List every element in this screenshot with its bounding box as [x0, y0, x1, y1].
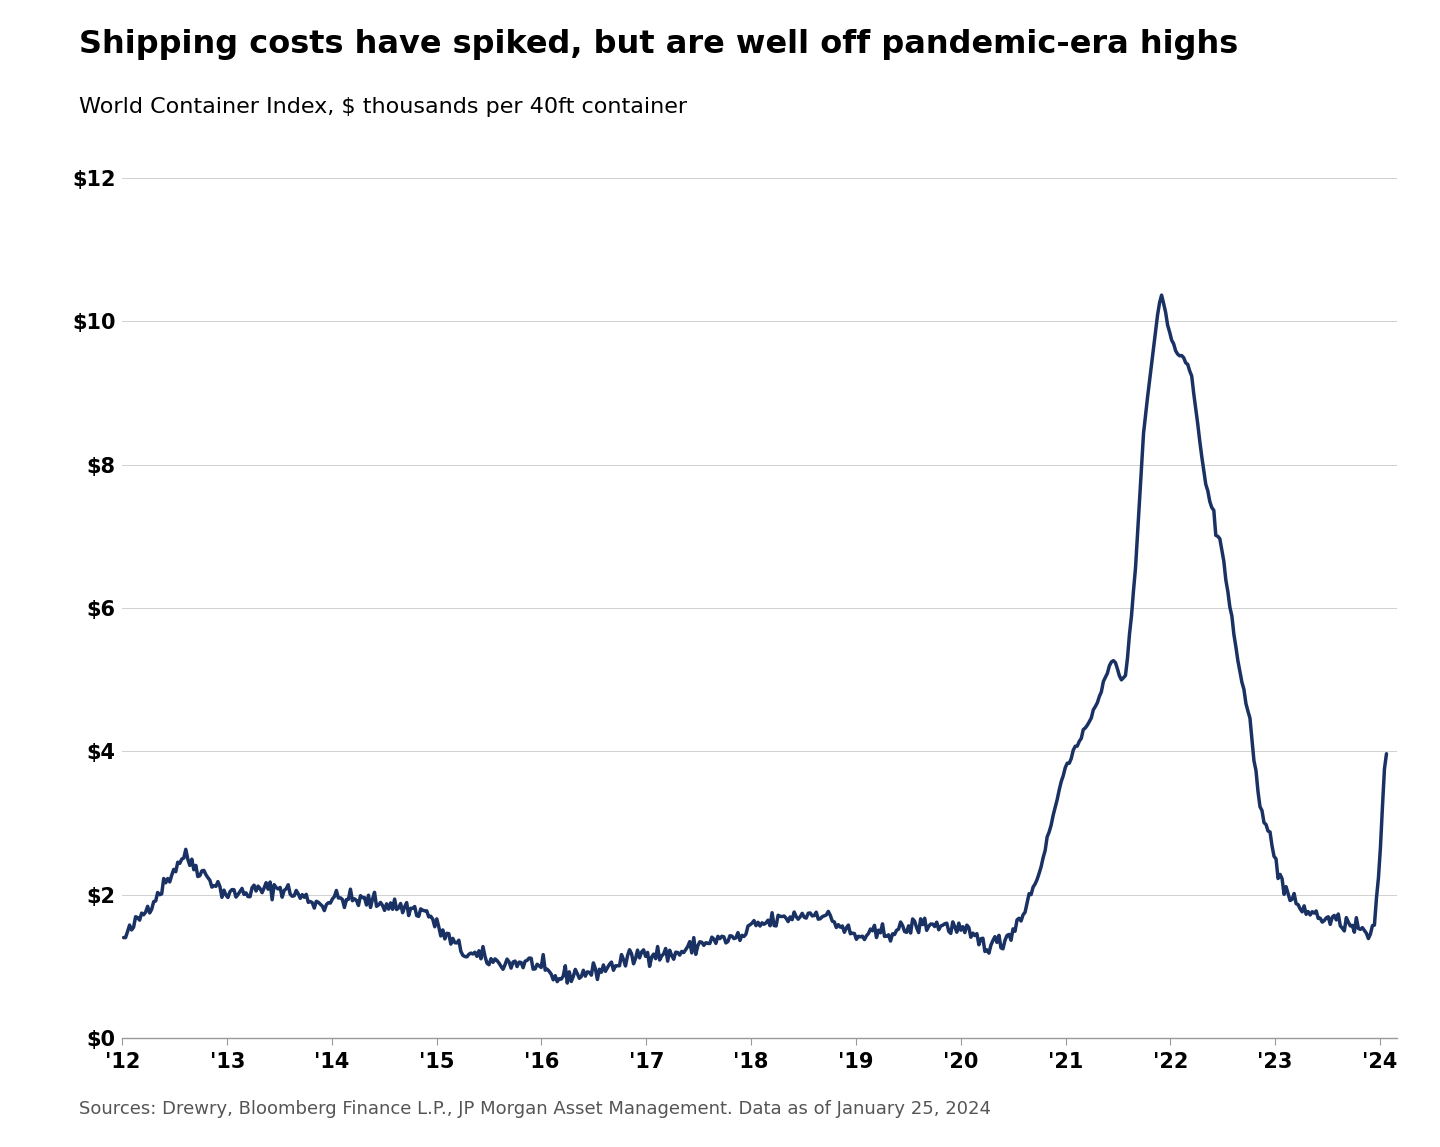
Text: Shipping costs have spiked, but are well off pandemic-era highs: Shipping costs have spiked, but are well… [79, 29, 1238, 60]
Text: Sources: Drewry, Bloomberg Finance L.P., JP Morgan Asset Management. Data as of : Sources: Drewry, Bloomberg Finance L.P.,… [79, 1100, 991, 1118]
Text: World Container Index, $ thousands per 40ft container: World Container Index, $ thousands per 4… [79, 97, 687, 117]
